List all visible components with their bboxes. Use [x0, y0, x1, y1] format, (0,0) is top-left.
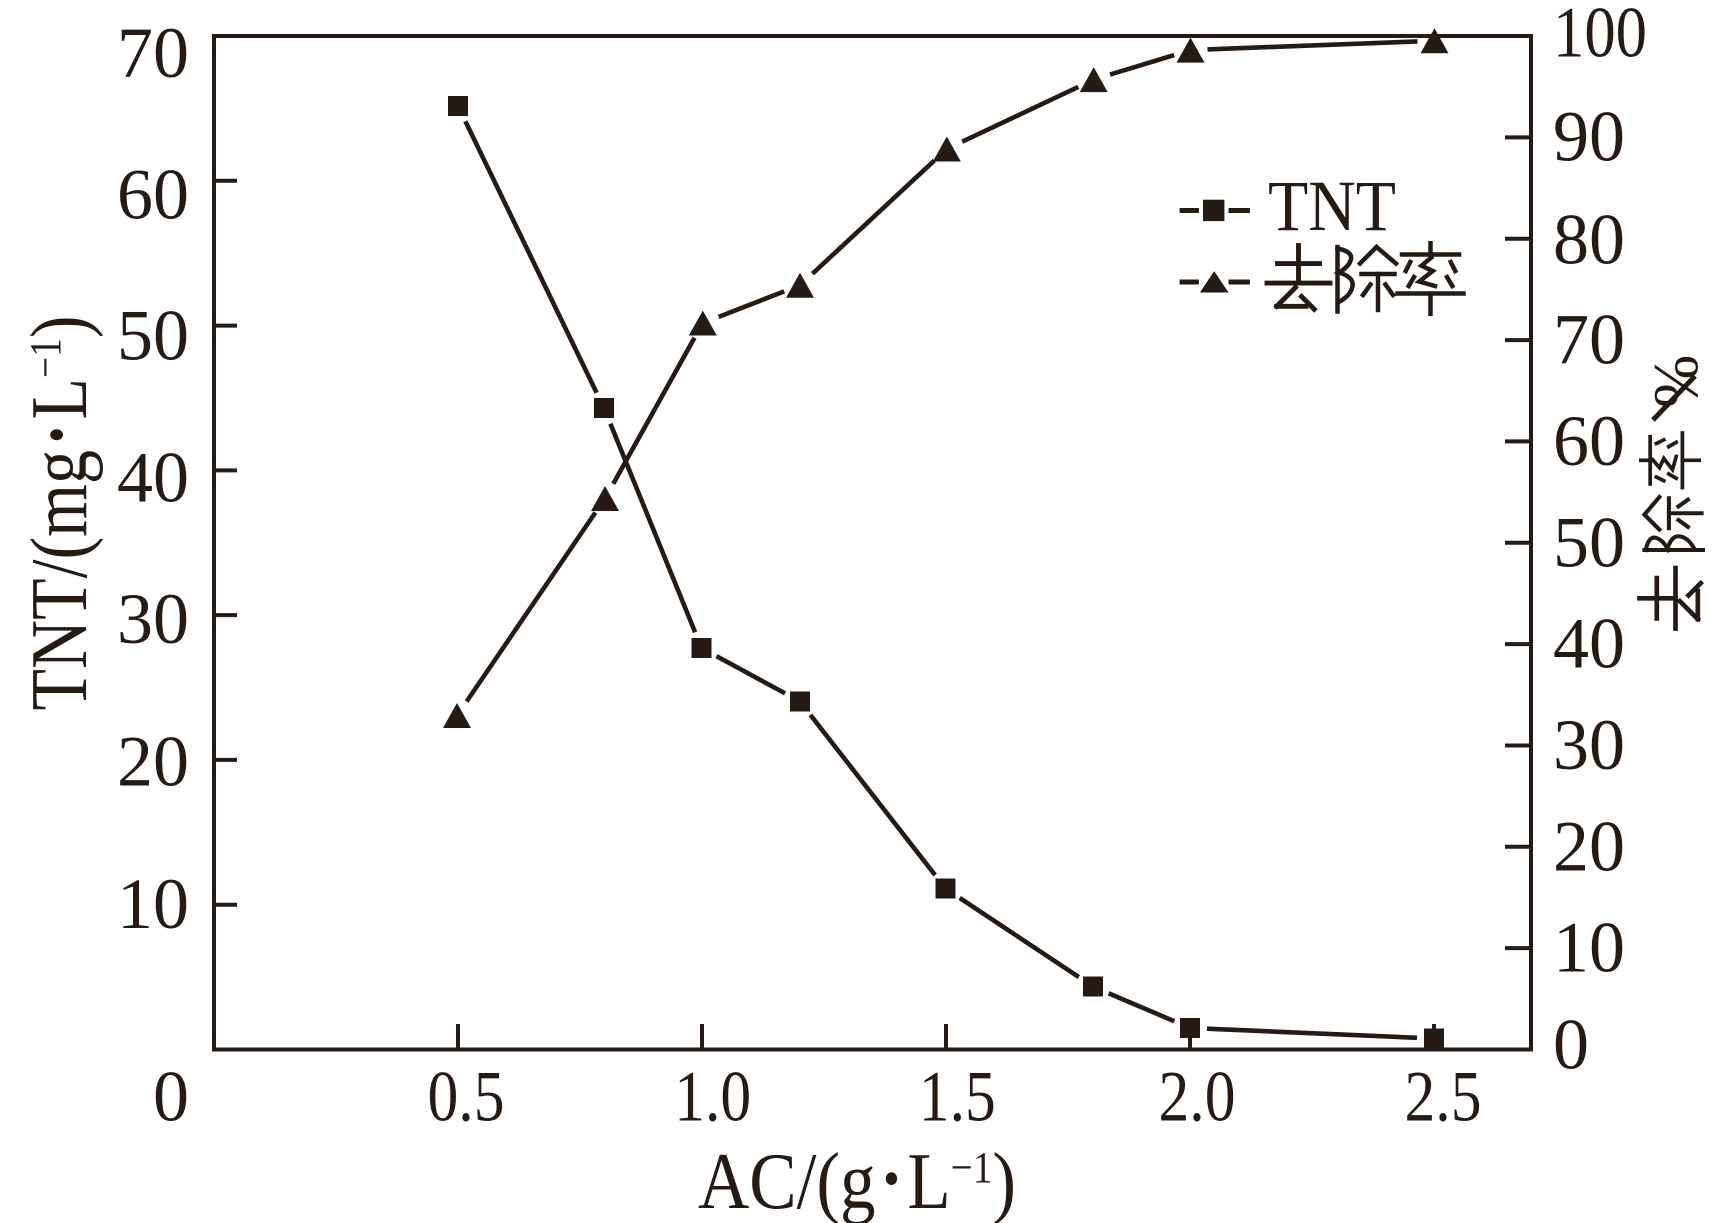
- svg-text:1.5: 1.5: [919, 1057, 996, 1137]
- svg-text:20: 20: [1553, 806, 1625, 886]
- svg-text:1.0: 1.0: [674, 1057, 751, 1137]
- svg-text:2.5: 2.5: [1405, 1057, 1482, 1137]
- svg-text:90: 90: [1553, 97, 1625, 177]
- svg-text:2.0: 2.0: [1159, 1057, 1236, 1137]
- svg-text:TNT/(mg·L−1): TNT/(mg·L−1): [0, 316, 117, 711]
- svg-text:70: 70: [1553, 300, 1625, 380]
- svg-text:60: 60: [1553, 401, 1625, 481]
- svg-text:30: 30: [117, 579, 189, 659]
- svg-text:10: 10: [117, 864, 189, 944]
- svg-text:80: 80: [1553, 200, 1625, 280]
- svg-text:10: 10: [1553, 908, 1625, 988]
- svg-text:TNT: TNT: [1268, 166, 1396, 246]
- svg-text:0.5: 0.5: [428, 1057, 505, 1137]
- svg-text:70: 70: [117, 13, 189, 93]
- svg-text:0: 0: [1553, 1005, 1589, 1085]
- svg-text:50: 50: [117, 295, 189, 375]
- svg-text:30: 30: [1553, 705, 1625, 785]
- svg-text:0: 0: [153, 1056, 189, 1136]
- svg-text:100: 100: [1553, 0, 1647, 73]
- svg-text:20: 20: [117, 721, 189, 801]
- svg-text:%: %: [1640, 355, 1711, 408]
- svg-text:50: 50: [1553, 502, 1625, 582]
- svg-text:40: 40: [1553, 604, 1625, 684]
- svg-text:40: 40: [117, 438, 189, 518]
- svg-text:60: 60: [117, 154, 189, 234]
